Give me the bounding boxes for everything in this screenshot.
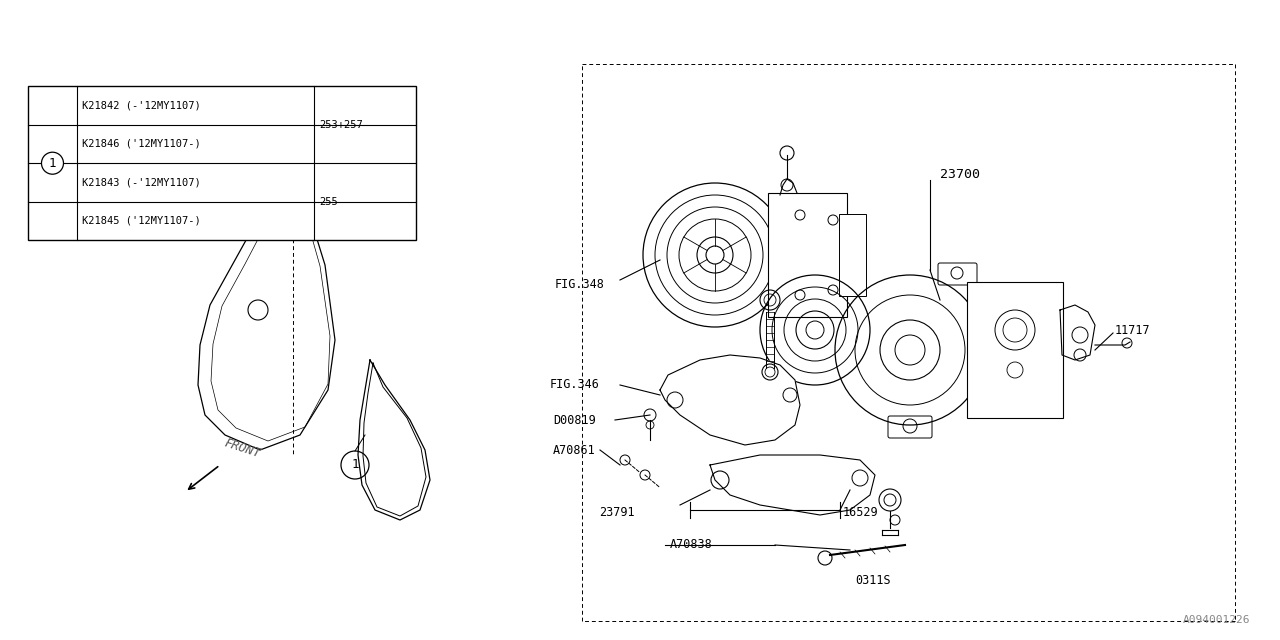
Text: 1: 1 xyxy=(49,157,56,170)
Text: 0311S: 0311S xyxy=(855,573,891,586)
Text: K21842 (-'12MY1107): K21842 (-'12MY1107) xyxy=(82,100,201,111)
Text: 23700: 23700 xyxy=(940,168,980,182)
FancyBboxPatch shape xyxy=(838,214,867,296)
Text: A70838: A70838 xyxy=(669,538,713,552)
Text: FIG.348: FIG.348 xyxy=(556,278,605,291)
Polygon shape xyxy=(660,355,800,445)
FancyBboxPatch shape xyxy=(938,263,977,285)
Circle shape xyxy=(340,451,369,479)
Text: 253+257: 253+257 xyxy=(320,120,364,130)
Polygon shape xyxy=(710,455,876,515)
Text: K21846 ('12MY1107-): K21846 ('12MY1107-) xyxy=(82,139,201,149)
Circle shape xyxy=(41,152,64,174)
Text: 255: 255 xyxy=(320,196,338,207)
Text: A094001226: A094001226 xyxy=(1183,615,1251,625)
Text: FRONT: FRONT xyxy=(223,436,262,460)
Bar xyxy=(28,86,416,240)
Text: 16529: 16529 xyxy=(844,506,878,518)
FancyBboxPatch shape xyxy=(768,193,847,317)
Text: A70861: A70861 xyxy=(553,444,595,456)
Text: K21845 ('12MY1107-): K21845 ('12MY1107-) xyxy=(82,216,201,226)
FancyBboxPatch shape xyxy=(888,416,932,438)
Text: 1: 1 xyxy=(351,458,358,472)
Polygon shape xyxy=(198,160,335,450)
Text: 23791: 23791 xyxy=(599,506,635,518)
Text: 23774: 23774 xyxy=(308,138,343,152)
Text: K21843 (-'12MY1107): K21843 (-'12MY1107) xyxy=(82,177,201,188)
FancyBboxPatch shape xyxy=(966,282,1062,418)
Bar xyxy=(287,92,300,104)
Text: FIG.346: FIG.346 xyxy=(550,378,600,392)
Text: D00819: D00819 xyxy=(553,413,595,426)
Text: 11717: 11717 xyxy=(1115,323,1151,337)
Text: A70648: A70648 xyxy=(343,93,385,106)
